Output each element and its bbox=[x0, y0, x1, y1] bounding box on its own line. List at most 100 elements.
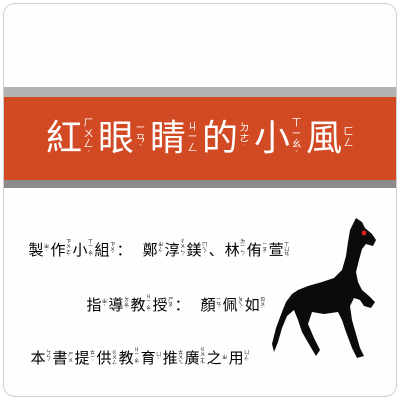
zhuyin-symbol: ㄠ bbox=[88, 249, 94, 256]
zhuyin-symbol: ㄩ bbox=[284, 246, 290, 253]
credit-char: 供ㄍㄨㄥ bbox=[96, 349, 118, 367]
zhuyin-symbol: ㄢ bbox=[284, 252, 290, 259]
zhuyin: ㄊㄨㄟ bbox=[178, 350, 184, 367]
zhuyin-symbol: ㄤ bbox=[200, 357, 206, 364]
hanzi: 書 bbox=[52, 349, 68, 367]
tone-mark: ˙ bbox=[242, 144, 247, 153]
hanzi: 眼 bbox=[97, 117, 134, 159]
zhuyin-symbol: ㄧ bbox=[88, 244, 94, 251]
zhuyin-symbol: ㄒ bbox=[88, 239, 94, 245]
zhuyin: ㄒㄩㄢ bbox=[284, 242, 290, 259]
zhuyin-symbol: ㄥ bbox=[343, 137, 354, 149]
zhuyin-symbol: ㄟ bbox=[178, 360, 184, 367]
hanzi: 小 bbox=[254, 117, 291, 159]
hanzi: ： bbox=[116, 241, 132, 259]
hanzi: 本 bbox=[30, 349, 46, 367]
zhuyin-symbol: ㄌ bbox=[240, 239, 246, 245]
hanzi: 育 bbox=[140, 349, 156, 367]
tone-mark: ˇ bbox=[201, 362, 204, 369]
hanzi: 用 bbox=[228, 349, 244, 367]
zhuyin: ㄈㄥ bbox=[343, 127, 354, 149]
zhuyin-symbol: ㄨ bbox=[110, 246, 116, 253]
zhuyin-symbol: ㄉ bbox=[124, 296, 130, 303]
zhuyin-symbol: ㄣ bbox=[46, 354, 52, 361]
hanzi: 授 bbox=[152, 296, 168, 314]
zhuyin-symbol: ㄧ bbox=[262, 241, 268, 248]
zhuyin-symbol: ㄨ bbox=[178, 354, 184, 361]
zhuyin-symbol: ㄏ bbox=[83, 118, 94, 130]
tone-mark: ˊ bbox=[91, 360, 94, 367]
zhuyin-symbol: ㄧ bbox=[240, 244, 246, 251]
hanzi: 組 bbox=[94, 241, 110, 259]
tone-mark: ˋ bbox=[239, 307, 242, 314]
hanzi: 的 bbox=[202, 117, 239, 159]
credit-char: 書ㄕㄨ bbox=[53, 351, 74, 366]
zhuyin-symbol: ㄧ bbox=[90, 354, 96, 361]
zhuyin-symbol: ㄧ bbox=[146, 299, 152, 306]
zhuyin-symbol: ㄨ bbox=[68, 357, 74, 364]
zhuyin-symbol: ㄐ bbox=[134, 347, 140, 353]
hanzi: 如 bbox=[244, 296, 260, 314]
credit-char: 推ㄊㄨㄟ bbox=[163, 350, 184, 367]
tone-mark: ˇ bbox=[138, 144, 143, 153]
hanzi: 作 bbox=[50, 241, 66, 259]
hanzi: 萱 bbox=[268, 241, 284, 259]
tone-mark: ˇ bbox=[89, 254, 92, 261]
tone-mark: ˋ bbox=[147, 309, 150, 316]
tone-mark: ˋ bbox=[45, 249, 48, 256]
zhuyin-symbol: ㄈ bbox=[343, 127, 354, 138]
credit-advisor: 指ㄓ ˇ 導ㄉㄠ ˇ 教ㄐㄧㄠ ˋ 授ㄕㄡ ˋ：顏ㄧㄢ ˊ 佩ㄆㄟ ˋ 如ㄖㄨ ˊ bbox=[86, 294, 266, 316]
hanzi: 供 bbox=[96, 349, 112, 367]
tone-mark: ˋ bbox=[245, 360, 248, 367]
zhuyin-symbol: ㄨ bbox=[260, 301, 266, 308]
zhuyin-symbol: ㄖ bbox=[260, 296, 266, 303]
zhuyin-symbol: ㄠ bbox=[124, 301, 130, 308]
zhuyin-symbol: ㄨ bbox=[112, 354, 118, 361]
zhuyin: ㄓ bbox=[222, 355, 228, 361]
zhuyin-symbol: ㄣ bbox=[180, 249, 186, 256]
hanzi: 之 bbox=[206, 349, 222, 367]
black-horse-silhouette-icon bbox=[272, 218, 376, 358]
zhuyin-symbol: ㄜ bbox=[239, 133, 250, 145]
title-char: 風ㄈㄥ bbox=[306, 120, 354, 157]
zhuyin-symbol: ㄗ bbox=[110, 241, 116, 248]
zhuyin-symbol: ㄡ bbox=[262, 246, 268, 253]
zhuyin: ㄕㄨ bbox=[68, 352, 74, 364]
zhuyin-symbol: ㄨ bbox=[66, 244, 72, 251]
zhuyin-symbol: ㄡ bbox=[168, 301, 174, 308]
hanzi: 教 bbox=[118, 349, 134, 367]
zhuyin-symbol: ㄐ bbox=[146, 294, 152, 300]
zhuyin-symbol: ㄐ bbox=[187, 121, 198, 133]
zhuyin-symbol: ㄗ bbox=[66, 239, 72, 245]
tone-mark: ˊ bbox=[241, 254, 244, 261]
hanzi: 顏 bbox=[200, 296, 216, 314]
tone-mark: ˋ bbox=[169, 307, 172, 314]
hanzi: 指 bbox=[86, 296, 102, 314]
zhuyin-symbol: ㄟ bbox=[238, 301, 244, 308]
title-char: 的ㄉㄜ ˙ bbox=[202, 117, 250, 159]
zhuyin-symbol: ㄇ bbox=[202, 241, 208, 248]
zhuyin-symbol: ㄍ bbox=[112, 349, 118, 356]
tone-mark: ˊ bbox=[261, 307, 264, 314]
hanzi: 侑 bbox=[246, 241, 262, 259]
